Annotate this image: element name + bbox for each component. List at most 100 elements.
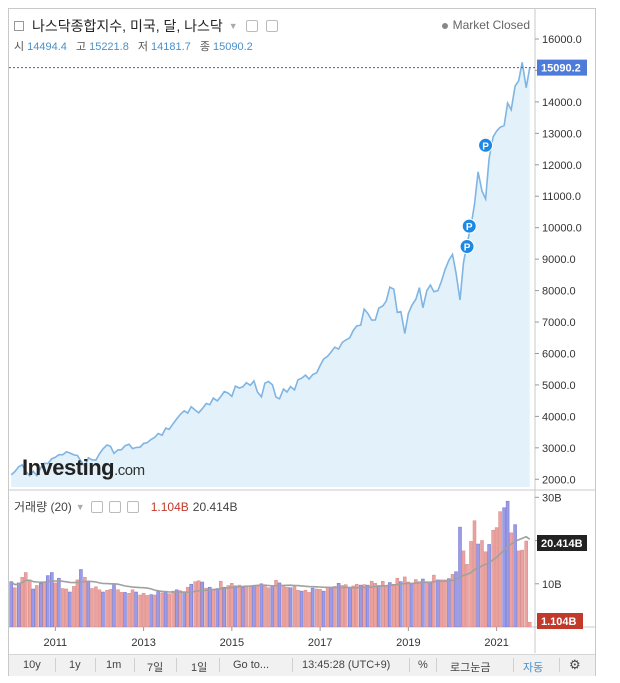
gear-icon[interactable]: ⚙ xyxy=(569,657,581,672)
volume-bar xyxy=(274,580,278,627)
price-tick-label: 14000.0 xyxy=(542,97,582,109)
volume-bar xyxy=(138,594,142,627)
volume-bar xyxy=(72,586,76,627)
price-tick-label: 9000.0 xyxy=(542,254,576,266)
toolbar-divider xyxy=(409,658,410,672)
volume-bar xyxy=(347,586,352,627)
volume-bar xyxy=(403,576,407,627)
price-tick-label: 16000.0 xyxy=(542,34,582,46)
volume-bar xyxy=(141,593,146,627)
goto-button[interactable]: Go to... xyxy=(233,659,270,671)
volume-bar xyxy=(314,588,319,627)
volume-bar xyxy=(171,590,175,627)
volume-bar xyxy=(480,540,484,627)
ohlc-close-key: 종 xyxy=(199,41,210,53)
volume-bar xyxy=(178,590,182,627)
range-10y-button[interactable]: 10y xyxy=(23,659,41,671)
ohlc-low-value: 14181.7 xyxy=(151,41,191,53)
volume-bar xyxy=(447,578,451,627)
ohlc-low-key: 저 xyxy=(137,41,149,53)
volume-bar xyxy=(9,581,13,627)
range-1m-button[interactable]: 1m xyxy=(106,659,122,671)
price-tick-label: 7000.0 xyxy=(542,317,576,329)
last-price-tag xyxy=(537,59,587,76)
percent-toggle[interactable]: % xyxy=(418,659,428,671)
volume-ma-line xyxy=(10,535,531,594)
auto-scale-toggle[interactable]: 자동 xyxy=(523,662,544,674)
volume-bar xyxy=(160,592,164,627)
status-dot-icon xyxy=(441,22,448,29)
volume-bar xyxy=(248,586,253,627)
volume-bar xyxy=(358,584,363,627)
volume-bar xyxy=(39,583,43,627)
log-scale-toggle[interactable]: 로그눈금 xyxy=(450,662,491,674)
price-tick-label: 4000.0 xyxy=(542,411,576,423)
volume-label: 거래량 (20) xyxy=(14,500,72,514)
volume-bar xyxy=(101,591,105,627)
volume-bar xyxy=(61,588,65,627)
volume-bar xyxy=(42,582,47,627)
volume-bar xyxy=(277,582,282,627)
gear-icon[interactable] xyxy=(108,500,121,513)
volume-bar xyxy=(321,590,326,627)
logo-suffix: .com xyxy=(114,462,145,479)
close-icon[interactable] xyxy=(126,500,139,513)
volume-bar xyxy=(299,590,304,627)
volume-bar xyxy=(310,587,315,627)
volume-bar xyxy=(86,580,91,627)
volume-current-tag xyxy=(537,613,583,629)
volume-bar xyxy=(491,529,495,627)
volume-bar xyxy=(487,544,491,627)
volume-bar xyxy=(373,583,378,627)
chart-title: 나스닥종합지수, 미국, 달, 나스닥 xyxy=(32,18,223,34)
eye-icon[interactable] xyxy=(245,20,258,32)
volume-bar xyxy=(388,582,392,627)
toolbar-divider xyxy=(436,658,437,672)
volume-bar xyxy=(174,589,179,627)
collapse-icon[interactable] xyxy=(14,21,24,31)
volume-bar xyxy=(226,585,231,627)
volume-bar xyxy=(75,579,80,627)
x-tick-label: 2019 xyxy=(396,637,420,649)
last-price-label: 15090.2 xyxy=(541,63,581,75)
volume-bar xyxy=(112,583,116,627)
volume-bar xyxy=(123,592,127,627)
volume-bar xyxy=(156,591,160,627)
volume-bar xyxy=(105,590,109,627)
chevron-down-icon[interactable]: ▼ xyxy=(228,21,238,31)
chevron-down-icon[interactable]: ▼ xyxy=(75,501,85,512)
range-7d-button[interactable]: 7일 xyxy=(147,662,164,674)
volume-bar xyxy=(461,550,466,627)
gear-icon[interactable] xyxy=(265,20,278,32)
eye-icon[interactable] xyxy=(90,500,103,513)
volume-bar xyxy=(127,593,131,627)
volume-header: 거래량 (20) ▼ 1.104B 20.414B xyxy=(14,498,237,515)
volume-bar xyxy=(465,564,469,627)
volume-bar xyxy=(53,582,58,627)
volume-bar xyxy=(211,588,216,627)
ohlc-close-value: 15090.2 xyxy=(212,41,253,53)
volume-bar xyxy=(381,580,385,627)
toolbar-divider xyxy=(559,658,560,672)
volume-bar xyxy=(182,592,186,627)
ohlc-row: 시 14494.4 고 15221.8 저 14181.7 종 15090.2 xyxy=(14,38,259,54)
volume-bar xyxy=(83,577,87,627)
bottom-toolbar: 10y 1y 1m 7일 1일 Go to... 13:45:28 (UTC+9… xyxy=(9,654,595,676)
range-1y-button[interactable]: 1y xyxy=(69,659,81,671)
x-tick-label: 2011 xyxy=(44,637,68,649)
market-status: Market Closed xyxy=(441,18,530,32)
range-1d-button[interactable]: 1일 xyxy=(191,662,208,674)
volume-ma-tag-label: 20.414B xyxy=(541,538,583,550)
volume-bar xyxy=(318,589,322,627)
ohlc-open-key: 시 xyxy=(14,41,25,53)
price-tick-label: 8000.0 xyxy=(542,286,576,298)
volume-current-tag-label: 1.104B xyxy=(541,616,577,628)
volume-bar xyxy=(502,507,506,627)
volume-bar xyxy=(524,540,528,627)
volume-bar xyxy=(94,586,98,627)
volume-bar xyxy=(263,584,267,627)
price-tick-label: 3000.0 xyxy=(542,443,576,455)
volume-bar xyxy=(354,583,359,627)
